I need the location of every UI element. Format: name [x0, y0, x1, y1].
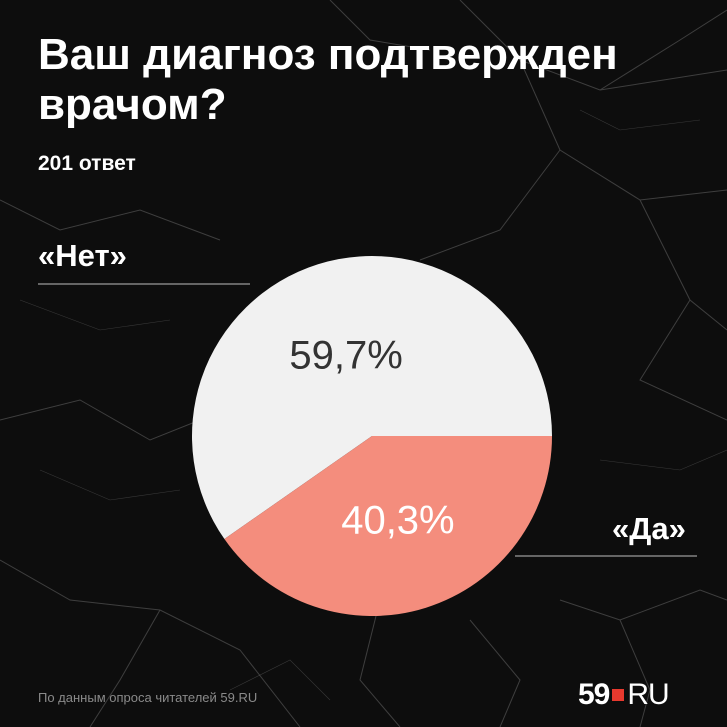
source-note: По данным опроса читателей 59.RU [38, 690, 258, 705]
logo-digits: 59 [578, 678, 610, 711]
logo-suffix: RU [627, 678, 669, 711]
pie-slice-no [192, 256, 552, 540]
page-title: Ваш диагноз подтвержден врачом? [38, 30, 618, 129]
logo-square-icon [612, 689, 625, 701]
pie-slices [192, 256, 553, 617]
response-count: 201 ответ [38, 152, 136, 175]
legend-label-yes: «Да» [612, 511, 686, 546]
pie-value-no: 59,7% [289, 334, 402, 378]
legend-label-no: «Нет» [38, 238, 127, 273]
pie-value-yes: 40,3% [341, 498, 454, 542]
pie-value-labels: 59,7% 40,3% [289, 334, 454, 543]
pie-slice-yes [224, 436, 553, 617]
brand-logo: 59 RU [578, 678, 670, 712]
